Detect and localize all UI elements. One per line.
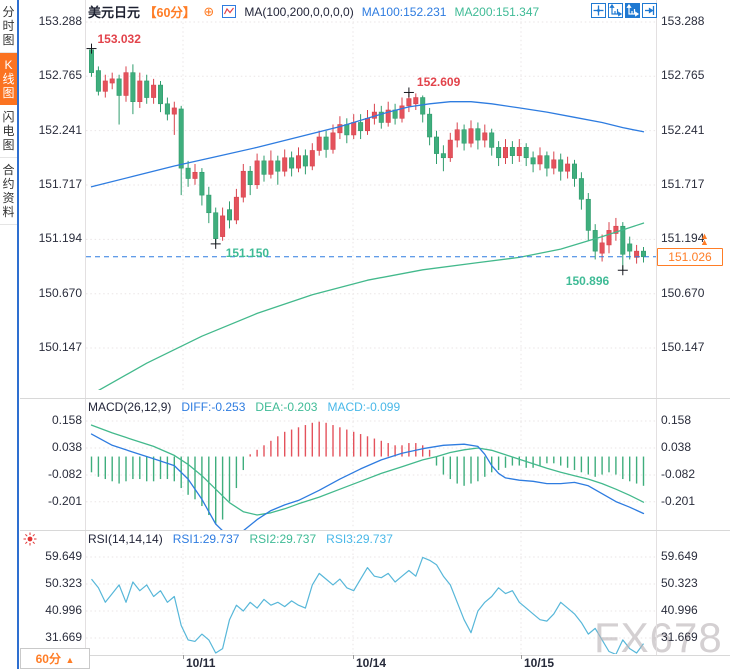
price-axis-tick-5-right: 150.670	[661, 285, 705, 300]
date-label: 10/15	[524, 656, 555, 669]
rsi3-value: RSI3:29.737	[326, 532, 393, 546]
rsi-axis-tick-3-left: 31.669	[45, 630, 82, 644]
period-selector-label: 60分	[35, 652, 61, 666]
rsi-panel[interactable]	[86, 531, 656, 655]
macd-title: MACD(26,12,9)	[88, 400, 172, 414]
macd-axis-tick-0-right: 0.158	[661, 413, 692, 427]
crosshair-icon[interactable]	[591, 3, 606, 18]
sidebar-tab-contract-info[interactable]: 合约资料	[0, 158, 17, 225]
price-axis-tick-1-left: 152.765	[38, 68, 82, 83]
main-macd-divider[interactable]	[20, 398, 730, 399]
price-axis-tick-3-right: 151.717	[661, 177, 705, 192]
macd-diff-value: DIFF:-0.253	[181, 400, 246, 414]
symbol-title: 美元日元	[88, 5, 141, 20]
period-label[interactable]: 【60分】	[144, 6, 196, 20]
date-label: 10/11	[186, 656, 216, 669]
chart-toolbar	[591, 3, 657, 18]
price-axis-tick-1-right: 152.765	[661, 68, 705, 83]
price-axis-tick-0-left: 153.288	[38, 14, 82, 28]
price-axis-tick-6-right: 150.147	[661, 339, 705, 354]
plot-left-border	[85, 0, 86, 655]
date-label: 10/14	[356, 656, 387, 669]
macd-panel[interactable]	[86, 399, 656, 530]
macd-value: MACD:-0.099	[327, 400, 401, 414]
price-axis-tick-4-left: 151.194	[38, 231, 82, 246]
indicator-settings-icon[interactable]	[23, 532, 37, 551]
price-axis-tick-4-right: 151.194	[661, 231, 705, 246]
macd-axis-tick-0-left: 0.158	[51, 413, 82, 427]
rsi-axis-tick-2-right: 40.996	[661, 603, 698, 617]
price-annotation-high: 153.032	[97, 31, 141, 46]
price-annotation-high: 152.609	[416, 75, 461, 90]
rsi2-value: RSI2:29.737	[249, 532, 317, 546]
macd-axis-tick-2-left: -0.082	[47, 467, 82, 481]
macd-rsi-divider[interactable]	[20, 530, 730, 531]
sidebar-tab-timeshare-chart[interactable]: 分时图	[0, 0, 17, 53]
axis-zoom-icon[interactable]	[608, 3, 623, 18]
rsi1-value: RSI1:29.737	[172, 532, 240, 546]
macd-axis-tick-1-left: 0.038	[51, 440, 82, 454]
price-axis-tick-0-right: 153.288	[661, 14, 705, 28]
rsi-axis-tick-0-right: 59.649	[661, 549, 698, 563]
price-axis-tick-2-right: 152.241	[661, 122, 705, 137]
price-axis-tick-6-left: 150.147	[38, 339, 82, 354]
chart-type-icon[interactable]	[222, 5, 237, 18]
price-axis-tick-5-left: 150.670	[38, 285, 82, 300]
exit-icon[interactable]	[642, 3, 657, 18]
macd-axis-tick-3-right: -0.201	[661, 493, 696, 508]
period-selector[interactable]: 60分 ▲	[20, 648, 90, 669]
macd-dea-value: DEA:-0.203	[255, 400, 318, 414]
price-axis-tick-3-left: 151.717	[38, 177, 82, 192]
axis-row-divider	[20, 655, 730, 656]
price-annotation-low: 150.896	[565, 274, 610, 289]
rsi-axis-tick-1-left: 50.323	[45, 575, 82, 590]
main-chart-panel[interactable]	[86, 18, 656, 398]
price-up-arrows: ▲ ▲	[700, 231, 709, 247]
period-up-arrow-icon: ▲	[65, 655, 75, 665]
rsi-axis-tick-2-left: 40.996	[45, 603, 82, 617]
sidebar-tab-lightning-chart[interactable]: 闪电图	[0, 105, 17, 158]
rsi-axis-tick-1-right: 50.323	[661, 575, 698, 590]
ma100-value: MA100:152.231	[361, 4, 447, 19]
date-tick	[353, 655, 354, 659]
macd-axis-tick-3-left: -0.201	[47, 493, 82, 508]
ma200-value: MA200:151.347	[454, 4, 540, 19]
rsi-axis-tick-3-right: 31.669	[661, 630, 698, 644]
plot-right-border	[656, 0, 657, 655]
current-price-tag: 151.026	[657, 248, 723, 266]
date-tick	[183, 655, 184, 659]
rsi-axis-tick-0-left: 59.649	[45, 549, 82, 563]
date-tick	[521, 655, 522, 659]
macd-axis-tick-2-right: -0.082	[661, 467, 696, 481]
auto-scale-icon[interactable]	[625, 3, 640, 18]
price-annotation-low: 151.150	[225, 245, 270, 260]
rsi-title: RSI(14,14,14)	[88, 532, 163, 546]
ma-settings-label: MA(100,200,0,0,0,0)	[244, 4, 354, 19]
macd-axis-tick-1-right: 0.038	[661, 440, 692, 454]
watermark: FX678	[594, 614, 723, 661]
price-axis-tick-2-left: 152.241	[38, 122, 82, 137]
add-indicator-icon[interactable]: ⊕	[203, 4, 215, 19]
